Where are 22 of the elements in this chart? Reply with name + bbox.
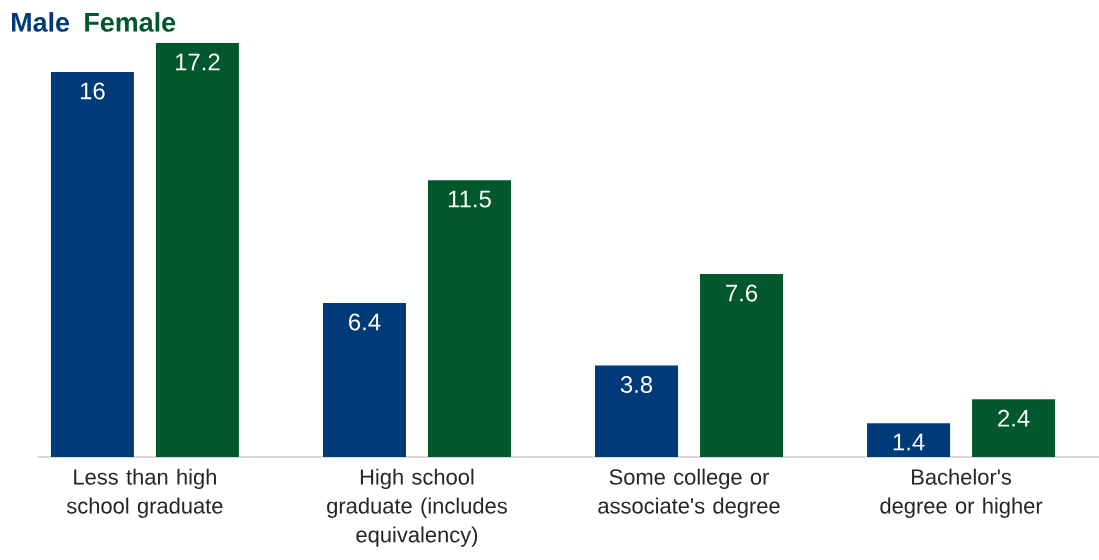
x-tick-label: Bachelor's degree or higher — [880, 468, 1043, 518]
data-label: 17.2 — [175, 53, 220, 71]
bar — [700, 274, 784, 457]
x-tick-label: High school graduate (includes equivalency) — [327, 468, 507, 547]
x-tick-label: Less than high school graduate — [66, 468, 223, 518]
bar — [427, 180, 511, 457]
bar — [322, 302, 406, 457]
series-label: Female — [85, 12, 176, 32]
data-label: 16 — [80, 82, 105, 100]
bar — [50, 71, 134, 457]
data-label: 3.8 — [620, 376, 653, 393]
data-label: 7.6 — [726, 284, 758, 302]
data-label: 11.5 — [448, 190, 491, 208]
x-tick-label: Some college or associate's degree — [598, 468, 780, 518]
bar — [155, 43, 239, 457]
bar — [867, 423, 951, 457]
data-label: 1.4 — [893, 433, 925, 451]
data-label: 6.4 — [349, 313, 381, 331]
series-label: Male — [12, 12, 70, 32]
bar — [972, 399, 1056, 457]
data-label: 2.4 — [998, 409, 1030, 427]
bar — [595, 365, 679, 457]
